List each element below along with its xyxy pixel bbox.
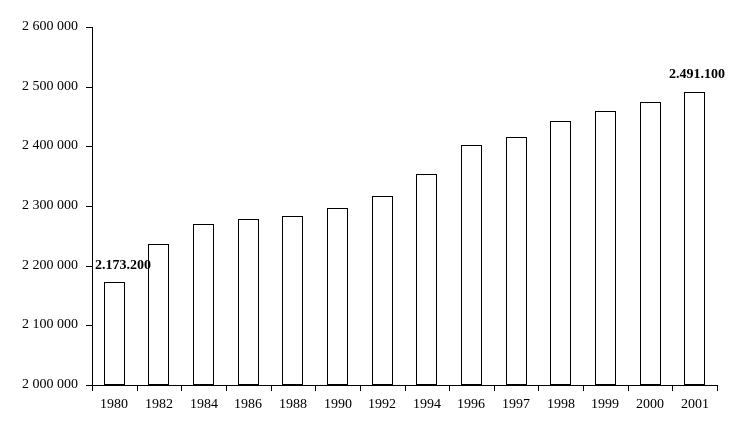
bar: [193, 224, 214, 385]
data-label-last: 2.491.100: [669, 67, 725, 82]
x-axis-tick: [494, 386, 495, 391]
y-axis-tick-label: 2 400 000: [22, 138, 78, 153]
bar: [327, 208, 348, 385]
x-axis-tick-label: 1982: [145, 397, 173, 412]
y-axis-tick: [86, 146, 92, 147]
y-axis-tick-label: 2 200 000: [22, 258, 78, 273]
bar: [104, 282, 125, 385]
x-axis-tick: [628, 386, 629, 391]
x-axis-tick: [717, 386, 718, 391]
x-axis-tick-label: 1998: [547, 397, 575, 412]
bar: [461, 145, 482, 385]
y-axis-tick: [86, 385, 92, 386]
x-axis-tick: [449, 386, 450, 391]
data-label-first: 2.173.200: [95, 258, 151, 273]
x-axis-tick-label: 1990: [324, 397, 352, 412]
x-axis-line: [92, 385, 718, 386]
bar: [416, 174, 437, 385]
x-axis-tick-label: 2000: [636, 397, 664, 412]
y-axis-tick-label: 2 600 000: [22, 19, 78, 34]
x-axis-tick: [181, 386, 182, 391]
bar: [372, 196, 393, 385]
x-axis-tick-label: 1997: [502, 397, 530, 412]
x-axis-tick: [405, 386, 406, 391]
x-axis-tick-label: 1980: [100, 397, 128, 412]
x-axis-tick-label: 1984: [190, 397, 218, 412]
x-axis-tick: [672, 386, 673, 391]
bar: [595, 111, 616, 385]
x-axis-tick-label: 1986: [234, 397, 262, 412]
x-axis-tick-label: 1988: [279, 397, 307, 412]
y-axis-tick: [86, 206, 92, 207]
x-axis-tick: [315, 386, 316, 391]
bar: [282, 216, 303, 385]
y-axis-tick-label: 2 300 000: [22, 198, 78, 213]
x-axis-tick: [226, 386, 227, 391]
x-axis-tick: [538, 386, 539, 391]
bar: [148, 244, 169, 385]
y-axis-tick-label: 2 500 000: [22, 79, 78, 94]
x-axis-tick: [583, 386, 584, 391]
bar: [640, 102, 661, 385]
x-axis-tick: [360, 386, 361, 391]
y-axis-line: [92, 27, 93, 386]
y-axis-tick: [86, 266, 92, 267]
y-axis-tick: [86, 27, 92, 28]
y-axis-tick: [86, 325, 92, 326]
x-axis-tick: [137, 386, 138, 391]
x-axis-tick-label: 1992: [368, 397, 396, 412]
x-axis-tick: [92, 386, 93, 391]
x-axis-tick-label: 1999: [591, 397, 619, 412]
bar: [684, 92, 705, 385]
x-axis-tick-label: 1994: [413, 397, 441, 412]
bar: [506, 137, 527, 385]
bar: [550, 121, 571, 385]
bar: [238, 219, 259, 385]
y-axis-tick: [86, 87, 92, 88]
x-axis-tick-label: 2001: [681, 397, 709, 412]
y-axis-tick-label: 2 000 000: [22, 377, 78, 392]
y-axis-tick-label: 2 100 000: [22, 317, 78, 332]
x-axis-tick: [271, 386, 272, 391]
x-axis-tick-label: 1996: [457, 397, 485, 412]
